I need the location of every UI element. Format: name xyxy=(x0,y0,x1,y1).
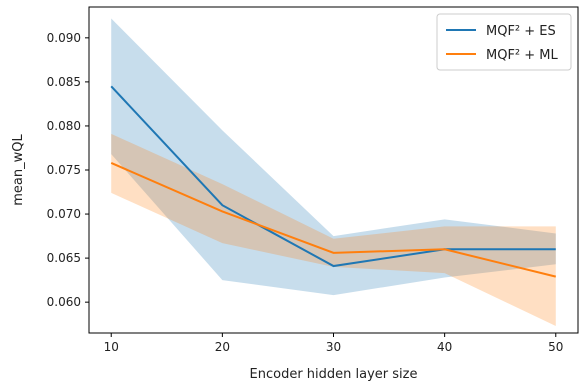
x-tick-label: 20 xyxy=(215,340,230,354)
confidence-band-1 xyxy=(111,133,556,326)
series-lines xyxy=(110,85,557,278)
x-axis-ticks: 10 20 30 40 50 xyxy=(104,333,563,354)
confidence-band-0 xyxy=(111,18,556,296)
x-tick-label: 50 xyxy=(548,340,563,354)
x-tick-label: 30 xyxy=(326,340,341,354)
y-axis-ticks: 0.060 0.065 0.070 0.075 0.080 0.085 0.090 xyxy=(47,31,89,309)
legend-label-1: MQF² + ML xyxy=(486,48,559,63)
y-tick-label: 0.080 xyxy=(47,119,81,133)
y-tick-label: 0.075 xyxy=(47,163,81,177)
x-tick-label: 40 xyxy=(437,340,452,354)
y-tick-label: 0.060 xyxy=(47,295,81,309)
legend: MQF² + ES MQF² + ML xyxy=(436,13,572,71)
y-tick-label: 0.070 xyxy=(47,207,81,221)
y-axis-label: mean_wQL xyxy=(11,134,26,206)
y-tick-label: 0.085 xyxy=(47,75,81,89)
y-tick-label: 0.090 xyxy=(47,31,81,45)
legend-label-0: MQF² + ES xyxy=(486,24,556,39)
x-axis-label: Encoder hidden layer size xyxy=(250,367,418,382)
confidence-bands xyxy=(111,18,556,326)
y-tick-label: 0.065 xyxy=(47,251,81,265)
legend-box xyxy=(436,13,572,71)
x-tick-label: 10 xyxy=(104,340,119,354)
